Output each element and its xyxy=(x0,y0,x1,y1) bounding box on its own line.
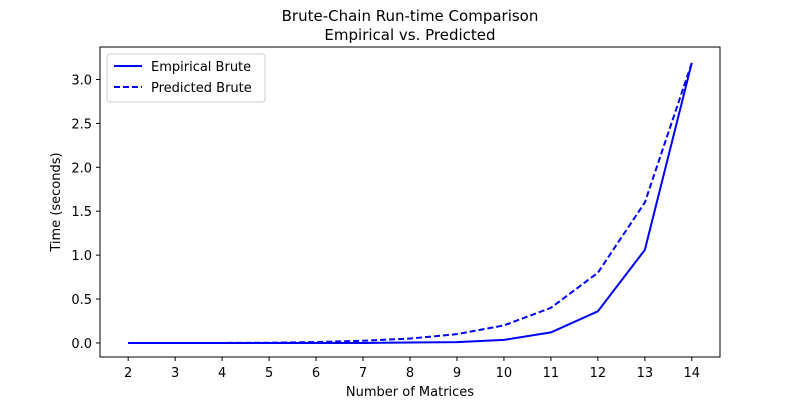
x-tick-label: 10 xyxy=(496,366,513,381)
series-line-predicted xyxy=(128,62,693,344)
y-tick-label: 0.0 xyxy=(71,337,92,352)
y-tick-label: 0.5 xyxy=(71,293,92,308)
x-tick-label: 5 xyxy=(265,366,273,381)
x-tick-label: 11 xyxy=(543,366,560,381)
x-tick-label: 14 xyxy=(684,366,701,381)
y-axis-ticks: 0.0 0.5 1.0 1.5 2.0 2.5 3.0 xyxy=(71,73,100,352)
chart-title-line1: Brute-Chain Run-time Comparison xyxy=(282,7,539,25)
x-tick-label: 12 xyxy=(590,366,607,381)
y-tick-label: 1.0 xyxy=(71,249,92,264)
chart-title-line2: Empirical vs. Predicted xyxy=(324,26,495,44)
x-tick-label: 13 xyxy=(637,366,654,381)
legend-box xyxy=(106,53,266,103)
x-axis-ticks: 2 3 4 5 6 7 8 9 10 11 12 13 14 xyxy=(124,357,700,381)
legend-label-empirical: Empirical Brute xyxy=(151,60,251,75)
y-tick-label: 2.0 xyxy=(71,161,92,176)
y-tick-label: 3.0 xyxy=(71,73,92,88)
x-axis-label: Number of Matrices xyxy=(346,385,474,400)
x-tick-label: 3 xyxy=(171,366,179,381)
x-tick-label: 4 xyxy=(218,366,226,381)
data-series-group xyxy=(128,62,693,344)
y-axis-label: Time (seconds) xyxy=(49,152,64,252)
plot-frame xyxy=(99,46,721,358)
x-tick-label: 9 xyxy=(453,366,461,381)
x-tick-label: 8 xyxy=(406,366,414,381)
x-tick-label: 7 xyxy=(359,366,367,381)
x-tick-label: 2 xyxy=(124,366,132,381)
y-tick-label: 2.5 xyxy=(71,117,92,132)
x-tick-label: 6 xyxy=(312,366,320,381)
legend: Empirical Brute Predicted Brute xyxy=(106,53,266,103)
y-tick-label: 1.5 xyxy=(71,205,92,220)
legend-label-predicted: Predicted Brute xyxy=(151,81,252,96)
